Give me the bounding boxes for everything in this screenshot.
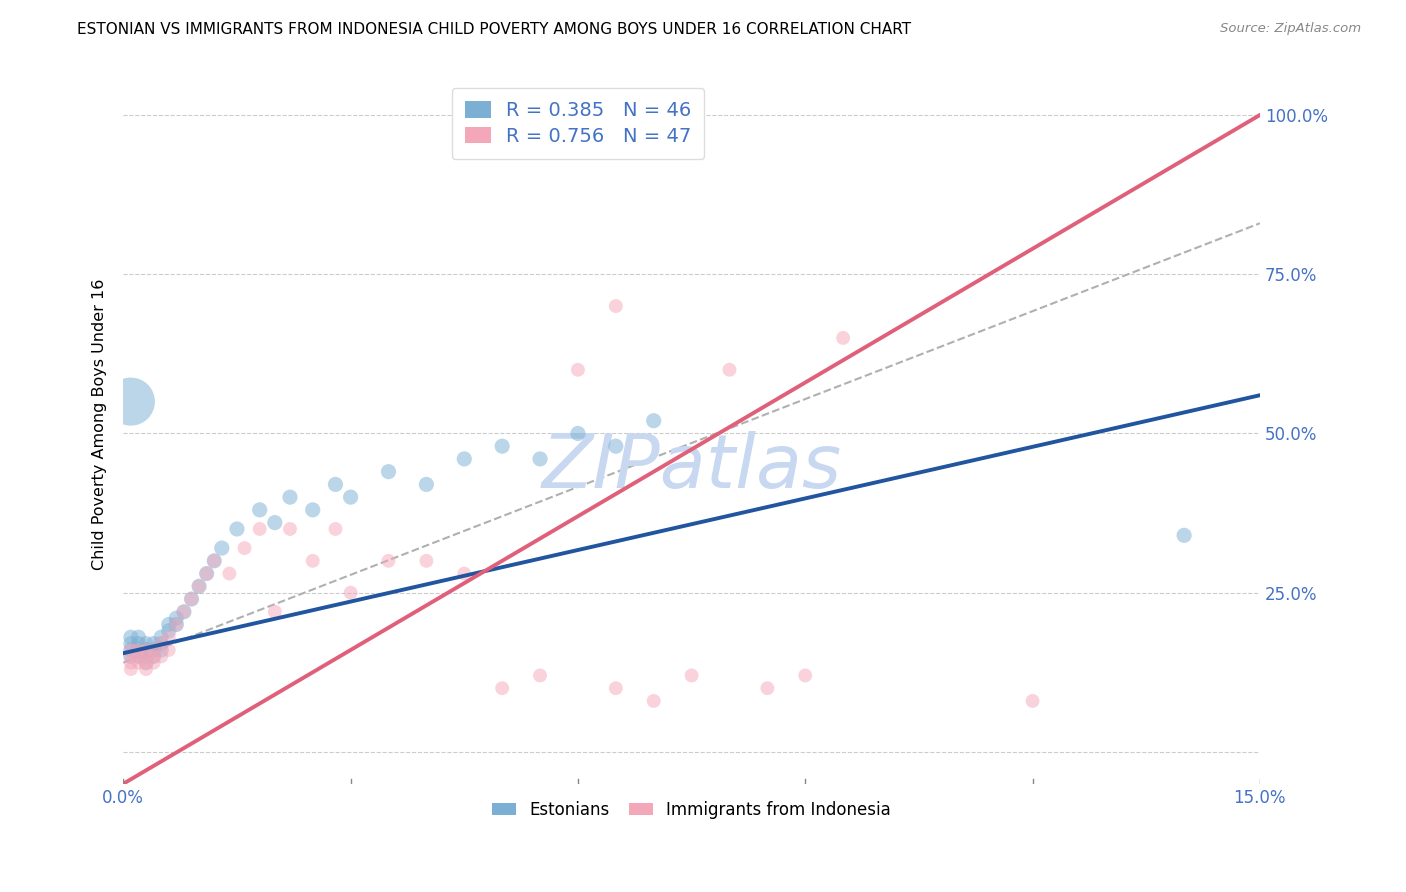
Point (233, 541, 256, 555)
Point (529, 668, 551, 682)
Point (127, 630, 149, 644)
Point (195, 566, 218, 581)
Point (127, 643, 149, 657)
Point (120, 637, 142, 651)
Point (605, 681, 627, 696)
Point (218, 566, 240, 581)
Point (165, 611, 187, 625)
Point (263, 516, 285, 530)
Point (135, 643, 157, 657)
Point (127, 656, 149, 670)
Point (142, 643, 165, 657)
Point (301, 554, 323, 568)
Point (643, 694, 665, 708)
Point (453, 451, 475, 466)
Point (643, 414, 665, 428)
Point (127, 637, 149, 651)
Point (249, 503, 271, 517)
Point (832, 331, 855, 345)
Point (173, 605, 195, 619)
Point (415, 554, 437, 568)
Y-axis label: Child Poverty Among Boys Under 16: Child Poverty Among Boys Under 16 (93, 278, 107, 570)
Point (249, 522, 271, 536)
Point (325, 477, 347, 491)
Point (195, 566, 218, 581)
Point (135, 649, 157, 664)
Point (120, 662, 142, 676)
Point (263, 605, 285, 619)
Point (135, 637, 157, 651)
Point (127, 649, 149, 664)
Point (180, 592, 202, 607)
Point (567, 363, 589, 377)
Point (794, 668, 817, 682)
Point (491, 439, 513, 453)
Point (120, 649, 142, 664)
Point (157, 643, 180, 657)
Point (150, 637, 173, 651)
Point (150, 643, 173, 657)
Point (188, 579, 211, 593)
Point (142, 643, 165, 657)
Point (142, 649, 165, 664)
Point (135, 656, 157, 670)
Point (188, 579, 211, 593)
Point (1173, 528, 1195, 542)
Point (120, 394, 142, 409)
Point (120, 649, 142, 664)
Point (325, 522, 347, 536)
Point (377, 465, 399, 479)
Point (120, 643, 142, 657)
Point (339, 490, 361, 504)
Point (150, 630, 173, 644)
Point (157, 617, 180, 632)
Point (529, 451, 551, 466)
Point (135, 662, 157, 676)
Point (135, 649, 157, 664)
Point (415, 477, 437, 491)
Point (173, 605, 195, 619)
Point (142, 656, 165, 670)
Point (278, 522, 301, 536)
Point (165, 617, 187, 632)
Point (135, 656, 157, 670)
Point (718, 363, 741, 377)
Point (142, 637, 165, 651)
Point (339, 585, 361, 599)
Point (120, 643, 142, 657)
Point (127, 643, 149, 657)
Point (157, 624, 180, 638)
Point (491, 681, 513, 696)
Text: Source: ZipAtlas.com: Source: ZipAtlas.com (1220, 22, 1361, 36)
Point (142, 649, 165, 664)
Point (135, 643, 157, 657)
Point (1021, 694, 1043, 708)
Point (301, 503, 323, 517)
Point (180, 592, 202, 607)
Point (211, 541, 233, 555)
Legend: Estonians, Immigrants from Indonesia: Estonians, Immigrants from Indonesia (485, 795, 897, 826)
Point (165, 617, 187, 632)
Point (278, 490, 301, 504)
Point (226, 522, 249, 536)
Point (567, 426, 589, 441)
Point (150, 637, 173, 651)
Point (756, 681, 779, 696)
Text: ZIPatlas: ZIPatlas (541, 431, 842, 503)
Point (605, 439, 627, 453)
Text: ESTONIAN VS IMMIGRANTS FROM INDONESIA CHILD POVERTY AMONG BOYS UNDER 16 CORRELAT: ESTONIAN VS IMMIGRANTS FROM INDONESIA CH… (77, 22, 911, 37)
Point (157, 630, 180, 644)
Point (135, 643, 157, 657)
Point (150, 649, 173, 664)
Point (202, 554, 225, 568)
Point (453, 566, 475, 581)
Point (120, 656, 142, 670)
Point (127, 649, 149, 664)
Point (120, 630, 142, 644)
Point (605, 299, 627, 313)
Point (681, 668, 703, 682)
Point (202, 554, 225, 568)
Point (377, 554, 399, 568)
